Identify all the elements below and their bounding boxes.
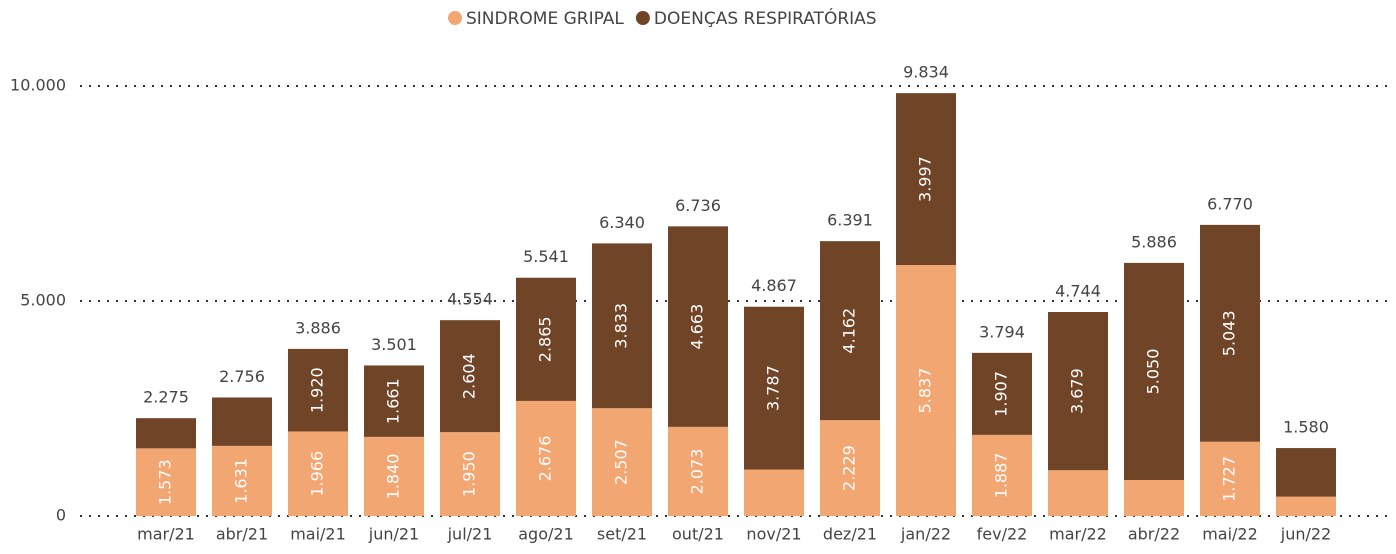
value-label: 2.229 [840,445,859,491]
total-label: 5.541 [523,247,569,266]
value-label: 2.676 [536,436,555,482]
value-label: 1.573 [156,459,175,505]
bar-segment [1048,312,1108,471]
total-label: 6.770 [1207,194,1253,213]
y-tick-label: 10.000 [10,76,66,95]
bar-segment [896,265,956,516]
legend-marker [448,11,462,25]
bar-segment [1124,262,1184,481]
total-label: 5.886 [1131,232,1177,251]
bar-segment [1276,496,1336,516]
value-label: 3.787 [764,365,783,411]
value-label: 2.073 [688,449,707,495]
x-tick-label: abr/22 [1128,525,1180,544]
bar-segment [136,448,196,516]
legend-label: SINDROME GRIPAL [466,9,624,29]
x-tick-label: mai/22 [1202,525,1258,544]
value-label: 3.997 [916,156,935,202]
value-label: 5.050 [1144,349,1163,395]
bar-segment [668,226,728,427]
value-label: 1.840 [384,454,403,500]
bar-segment [440,320,500,433]
bar-segment [212,445,272,516]
total-label: 3.501 [371,335,417,354]
bar-segment [212,397,272,446]
value-label: 1.887 [992,453,1011,499]
bar-segment [288,348,348,432]
y-tick-label: 5.000 [20,291,66,310]
value-label: 4.162 [840,308,859,354]
total-label: 1.580 [1283,418,1329,437]
value-label: 2.507 [612,439,631,485]
value-label: 1.907 [992,371,1011,417]
bar-segment [516,277,576,401]
bar-segment [896,93,956,266]
value-label: 2.604 [460,353,479,399]
value-label: 5.043 [1220,310,1239,356]
bar-segment [516,400,576,516]
value-label: 2.865 [536,316,555,362]
value-label: 4.663 [688,304,707,350]
x-tick-label: out/21 [672,525,724,544]
value-label: 1.950 [460,451,479,497]
x-tick-label: set/21 [597,525,647,544]
total-label: 4.744 [1055,282,1101,301]
total-label: 3.794 [979,322,1025,341]
legend-marker [635,11,650,25]
bar-segment [1048,470,1108,516]
total-label: 2.756 [219,367,265,386]
total-label: 4.867 [751,276,797,295]
value-label: 1.920 [308,367,327,413]
bar-segment [1124,480,1184,516]
bar-segment [972,434,1032,516]
x-tick-label: mai/21 [290,525,346,544]
value-label: 1.631 [232,458,251,504]
value-label: 3.679 [1068,368,1087,414]
x-tick-label: nov/21 [746,525,801,544]
bar-segment [364,436,424,516]
bar-segment [592,243,652,409]
total-label: 6.391 [827,211,873,230]
value-label: 3.833 [612,303,631,349]
bar-segment [440,432,500,516]
x-tick-label: abr/21 [216,525,268,544]
bar-segment [668,426,728,516]
x-tick-label: ago/21 [518,525,574,544]
x-tick-label: jun/21 [368,525,419,544]
total-label: 4.554 [447,290,493,309]
bar-segment [364,365,424,437]
bar-segment [820,241,880,421]
x-tick-label: mar/21 [137,525,195,544]
bar-segment [744,469,804,516]
value-label: 1.966 [308,451,327,497]
legend-label: DOENÇAS RESPIRATÓRIAS [654,7,877,29]
x-tick-label: mar/22 [1049,525,1107,544]
bar-segment [592,408,652,516]
total-label: 6.340 [599,213,645,232]
total-label: 9.834 [903,63,949,82]
bar-segment [972,352,1032,435]
total-label: 2.275 [143,388,189,407]
bar-segment [1200,441,1260,516]
y-tick-label: 0 [56,506,66,525]
x-tick-label: jun/22 [1280,525,1331,544]
x-tick-label: fev/22 [977,525,1028,544]
value-label: 1.727 [1220,456,1239,502]
value-label: 1.661 [384,378,403,424]
bar-segment [744,306,804,470]
x-tick-label: dez/21 [823,525,877,544]
bar-segment [136,418,196,449]
total-label: 6.736 [675,196,721,215]
bar-segment [1276,448,1336,497]
total-label: 3.886 [295,318,341,337]
value-label: 5.837 [916,368,935,414]
bar-segment [1200,224,1260,442]
x-tick-label: jul/21 [447,525,493,544]
bar-segment [820,420,880,516]
x-tick-label: jan/22 [900,525,951,544]
bar-segment [288,431,348,516]
